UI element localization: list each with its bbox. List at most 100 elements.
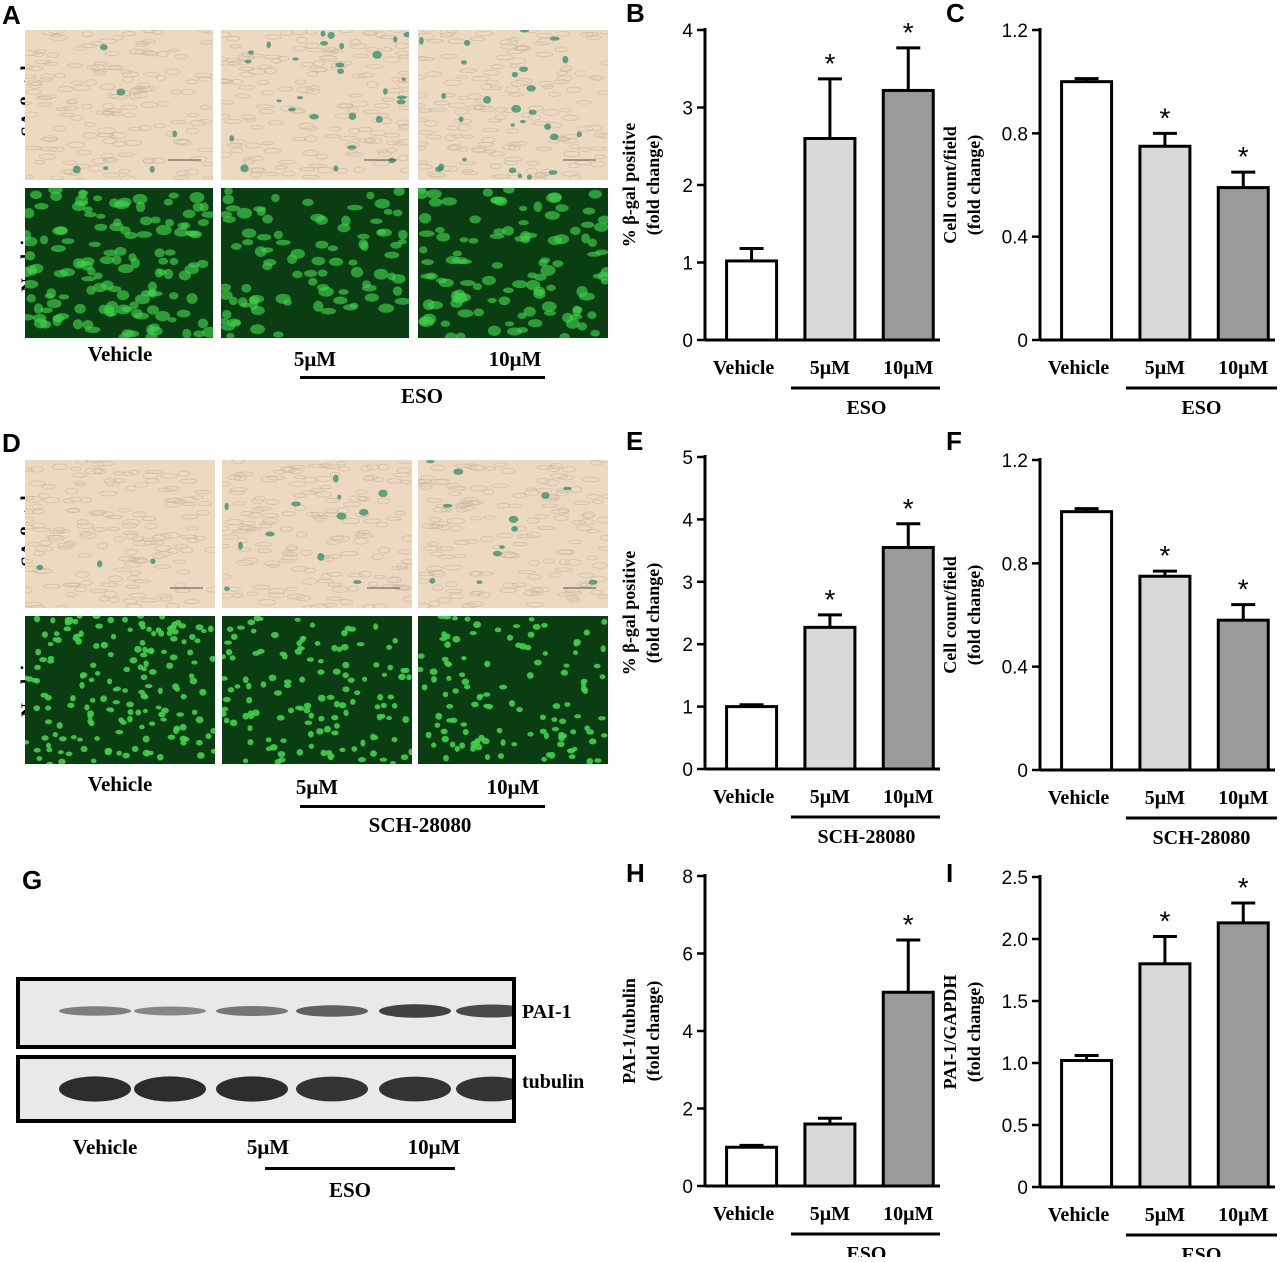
y-tick-label: 0	[682, 1177, 693, 1198]
micrograph-image	[25, 460, 215, 608]
category-label: Vehicle	[713, 1203, 775, 1225]
chart-e: E 0 1 2 3 4 5 % β-gal positive (fold change) Vehi…	[619, 426, 942, 848]
y-axis-label: (fold change)	[643, 563, 664, 664]
y-tick-label: 2	[682, 1100, 693, 1121]
micrograph-nuclei-5um-d	[222, 616, 412, 764]
category-label: 5μM	[1145, 787, 1185, 809]
caption-10um-g: 10μM	[407, 1135, 461, 1159]
bar-10m	[881, 88, 935, 342]
chart-b: B 0 1 2 3 4 % β-gal positive (fold change) Vehic…	[619, 0, 942, 430]
caption-vehicle-d: Vehicle	[87, 772, 153, 796]
significance-asterisk: *	[1159, 906, 1170, 937]
significance-asterisk: *	[824, 48, 835, 79]
significance-asterisk: *	[1159, 102, 1170, 133]
category-label: 10μM	[883, 786, 933, 808]
micrograph-image	[221, 188, 409, 338]
y-tick-label: 5	[682, 448, 693, 469]
category-label: Vehicle	[1048, 1204, 1110, 1226]
y-tick-label: 0	[682, 760, 693, 781]
caption-vehicle-a: Vehicle	[87, 342, 153, 366]
tubulin-bands	[59, 1076, 528, 1102]
blot-band	[296, 1005, 368, 1017]
micrograph-image	[418, 616, 608, 764]
micrograph-nuclei-10um-d	[418, 616, 608, 764]
micrograph-image	[418, 460, 608, 608]
micrograph-sa-10um-a	[418, 30, 608, 180]
significance-asterisk: *	[903, 493, 914, 524]
category-label: Vehicle	[713, 786, 775, 808]
micrograph-image	[418, 30, 608, 180]
treatment-label: ESO	[846, 397, 886, 419]
bar-vehicle	[1060, 1059, 1114, 1189]
category-label: 5μM	[810, 1203, 850, 1225]
category-label: 5μM	[810, 357, 850, 379]
micrograph-sa-vehicle-a	[25, 30, 213, 180]
blot-band	[456, 1076, 528, 1102]
treatment-label-g: ESO	[328, 1178, 372, 1202]
caption-10um-a: 10μM	[488, 347, 542, 371]
category-label: 10μM	[1218, 1204, 1268, 1226]
chart-c: C 0 0.4 0.8 1.2 Cell count/field (fold change)…	[940, 0, 1280, 430]
y-tick-label: 0.5	[1002, 1116, 1028, 1137]
category-label: 5μM	[1145, 1204, 1185, 1226]
y-tick-label: 1	[682, 698, 693, 719]
panel-label-d: D	[2, 428, 21, 458]
bar-10m	[881, 990, 935, 1188]
y-tick-label: 0	[1017, 331, 1028, 352]
y-tick-label: 0	[1017, 761, 1028, 782]
category-label: 10μM	[1218, 357, 1268, 379]
y-tick-label: 1.2	[1002, 451, 1028, 472]
western-blot-pai1	[16, 977, 528, 1049]
panel-label: C	[946, 0, 965, 28]
y-axis-label: PAI-1/tubulin	[620, 978, 639, 1084]
micrograph-image	[222, 460, 412, 608]
category-label: Vehicle	[713, 357, 775, 379]
bar-vehicle	[725, 259, 779, 342]
band-label-pai1: PAI-1	[522, 1001, 572, 1023]
micrograph-sa-vehicle-d	[25, 460, 215, 608]
y-axis-label: (fold change)	[643, 981, 664, 1082]
significance-asterisk: *	[1238, 872, 1249, 903]
y-tick-label: 1.5	[1002, 992, 1028, 1013]
y-axis-label: % β-gal positive	[620, 551, 639, 675]
y-axis-label: Cell count/field	[940, 126, 960, 244]
bar-vehicle	[725, 1145, 779, 1188]
y-tick-label: 0	[682, 331, 693, 352]
panel-label: B	[626, 0, 645, 28]
panel-label-a: A	[2, 0, 21, 30]
y-axis-label: Cell count/field	[940, 556, 960, 674]
blot-band	[216, 1076, 288, 1102]
treatment-label-d: SCH-28080	[368, 813, 472, 837]
y-tick-label: 3	[682, 573, 693, 594]
category-label: Vehicle	[1048, 787, 1110, 809]
treatment-label: SCH-28080	[818, 826, 916, 848]
treatment-label: ESO	[1181, 397, 1221, 419]
chart-h: H 0 2 4 6 8 PAI-1/tubulin (fold change) Vehicle 5…	[619, 858, 942, 1262]
micrograph-image	[25, 188, 213, 338]
y-tick-label: 3	[682, 99, 693, 120]
bar-vehicle	[1060, 80, 1114, 342]
micrograph-nuclei-vehicle-a	[25, 188, 213, 338]
caption-5um-d: 5μM	[295, 775, 339, 799]
y-tick-label: 2.0	[1002, 930, 1028, 951]
category-label: 10μM	[883, 1203, 933, 1225]
category-label: 10μM	[883, 357, 933, 379]
y-axis-label: (fold change)	[964, 135, 985, 236]
band-label-tubulin: tubulin	[522, 1071, 585, 1093]
y-tick-label: 1.2	[1002, 21, 1028, 42]
blot-band	[379, 1076, 451, 1102]
y-tick-label: 1.0	[1002, 1054, 1028, 1075]
blot-band	[134, 1006, 206, 1016]
treatment-label-a: ESO	[400, 384, 444, 408]
y-tick-label: 2	[682, 635, 693, 656]
bar-vehicle	[725, 705, 779, 771]
chart-f: F 0 0.4 0.8 1.2 Cell count/field (fold change)…	[940, 426, 1280, 849]
y-tick-label: 2	[682, 176, 693, 197]
micrograph-image	[25, 616, 215, 764]
micrograph-image	[222, 616, 412, 764]
y-axis-label: % β-gal positive	[620, 123, 639, 247]
bar-5m	[803, 137, 857, 342]
panel-label-g: G	[22, 865, 43, 895]
micrograph-image	[25, 30, 213, 180]
western-blot-tubulin	[16, 1055, 528, 1123]
